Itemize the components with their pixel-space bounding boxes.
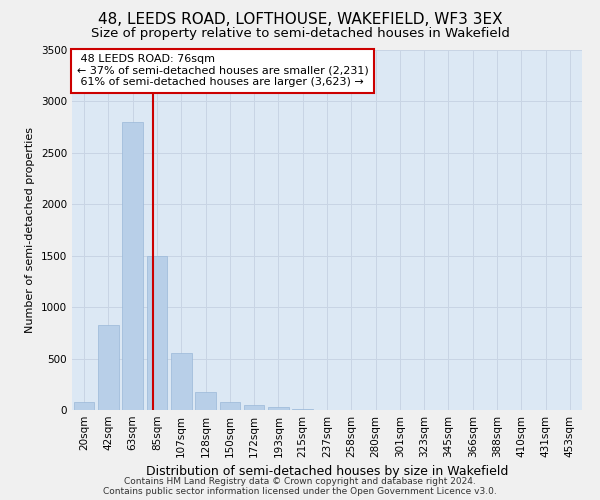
Bar bbox=[171, 354, 191, 410]
Bar bbox=[146, 256, 167, 410]
Bar bbox=[268, 407, 289, 410]
Text: 48 LEEDS ROAD: 76sqm
← 37% of semi-detached houses are smaller (2,231)
 61% of s: 48 LEEDS ROAD: 76sqm ← 37% of semi-detac… bbox=[77, 54, 368, 88]
Text: Size of property relative to semi-detached houses in Wakefield: Size of property relative to semi-detach… bbox=[91, 28, 509, 40]
Bar bbox=[220, 402, 240, 410]
Bar bbox=[122, 122, 143, 410]
Bar bbox=[244, 405, 265, 410]
Text: 48, LEEDS ROAD, LOFTHOUSE, WAKEFIELD, WF3 3EX: 48, LEEDS ROAD, LOFTHOUSE, WAKEFIELD, WF… bbox=[98, 12, 502, 28]
Bar bbox=[98, 325, 119, 410]
Bar bbox=[195, 392, 216, 410]
Text: Contains HM Land Registry data © Crown copyright and database right 2024.
Contai: Contains HM Land Registry data © Crown c… bbox=[103, 476, 497, 496]
X-axis label: Distribution of semi-detached houses by size in Wakefield: Distribution of semi-detached houses by … bbox=[146, 466, 508, 478]
Bar bbox=[74, 402, 94, 410]
Y-axis label: Number of semi-detached properties: Number of semi-detached properties bbox=[25, 127, 35, 333]
